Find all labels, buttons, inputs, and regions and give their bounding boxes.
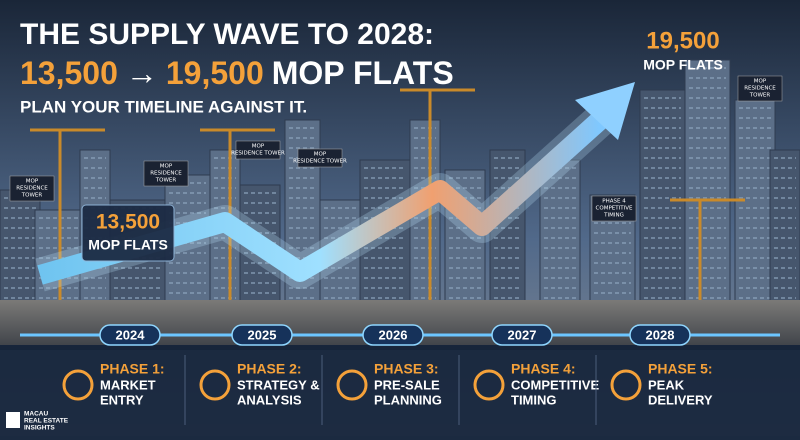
title-line-1: THE SUPPLY WAVE TO 2028: bbox=[20, 18, 434, 51]
phase-name: PLANNING bbox=[374, 392, 442, 407]
year-label: 2027 bbox=[508, 327, 537, 342]
callout-box bbox=[81, 204, 175, 262]
phase-name: MARKET bbox=[100, 377, 156, 392]
phase-icon bbox=[62, 369, 94, 401]
sign-text: COMPETITIVE bbox=[596, 206, 633, 212]
phase-icon bbox=[610, 369, 642, 401]
title-part: → bbox=[126, 55, 158, 91]
title-part: MOP FLATS bbox=[272, 55, 454, 91]
logo-text: REAL ESTATE bbox=[24, 418, 69, 425]
year-pill bbox=[231, 324, 293, 346]
sign-text: TIMING bbox=[603, 213, 624, 219]
building bbox=[489, 149, 526, 311]
sign bbox=[297, 148, 343, 168]
sign-text: MOP bbox=[252, 144, 265, 150]
phase-icon bbox=[473, 369, 505, 401]
sign-text: TOWER bbox=[155, 178, 177, 184]
phase-title: PHASE 2: bbox=[237, 361, 302, 377]
phase-name: ENTRY bbox=[100, 392, 144, 407]
year-label: 2025 bbox=[248, 327, 277, 342]
phase-name: STRATEGY & bbox=[237, 377, 320, 392]
callout-label: MOP FLATS bbox=[88, 237, 168, 253]
phase-title: PHASE 3: bbox=[374, 361, 439, 377]
sign bbox=[143, 160, 189, 187]
year-pill bbox=[99, 324, 161, 346]
sign-text: MOP bbox=[26, 179, 39, 185]
building bbox=[539, 159, 581, 311]
sign-text: MOP bbox=[314, 152, 327, 158]
year-pill bbox=[362, 324, 424, 346]
sign-text: TOWER bbox=[749, 93, 771, 99]
year-pill bbox=[629, 324, 691, 346]
phase-panel bbox=[0, 345, 800, 436]
sign-text: RESIDENCE TOWER bbox=[231, 151, 285, 157]
overlay: THE SUPPLY WAVE TO 2028:13,500 → 19,500 MOP… bbox=[6, 18, 783, 432]
year-label: 2028 bbox=[646, 327, 675, 342]
phase-name: COMPETITIVE bbox=[511, 377, 599, 392]
phase-name: ANALYSIS bbox=[237, 392, 302, 407]
sign bbox=[235, 140, 281, 160]
year-pill bbox=[491, 324, 553, 346]
subtitle: PLAN YOUR TIMELINE AGAINST IT. bbox=[20, 97, 307, 116]
phase-name: PEAK bbox=[648, 377, 685, 392]
sign-text: PHASE 4 bbox=[602, 199, 626, 205]
arrow-head bbox=[575, 82, 635, 140]
year-label: 2026 bbox=[379, 327, 408, 342]
growth-arrow bbox=[37, 112, 607, 285]
sign-text: TOWER bbox=[21, 193, 43, 199]
sign bbox=[9, 175, 55, 202]
phase-title: PHASE 4: bbox=[511, 361, 576, 377]
callout-value: 19,500 bbox=[646, 27, 719, 54]
sign-text: RESIDENCE TOWER bbox=[293, 159, 347, 165]
sign-text: RESIDENCE bbox=[744, 86, 776, 92]
logo-text: MACAU bbox=[24, 411, 48, 418]
sign-text: RESIDENCE bbox=[150, 171, 182, 177]
callout-value: 13,500 bbox=[96, 211, 160, 234]
phase-name: PRE-SALE bbox=[374, 377, 440, 392]
sign-text: MOP bbox=[160, 164, 173, 170]
phase-name: DELIVERY bbox=[648, 392, 713, 407]
phase-title: PHASE 1: bbox=[100, 361, 165, 377]
title-part: 13,500 bbox=[20, 55, 118, 91]
sign bbox=[737, 75, 783, 102]
logo-mark bbox=[6, 412, 20, 428]
title-line-2: 13,500 → 19,500 MOP FLATS bbox=[20, 55, 454, 91]
phase-icon bbox=[199, 369, 231, 401]
phase-name: TIMING bbox=[511, 392, 557, 407]
building bbox=[769, 149, 800, 311]
building bbox=[0, 189, 41, 311]
phase-icon bbox=[336, 369, 368, 401]
year-label: 2024 bbox=[116, 327, 146, 342]
sign bbox=[591, 195, 637, 222]
phase-title: PHASE 5: bbox=[648, 361, 713, 377]
callout-label: MOP FLATS bbox=[643, 57, 723, 73]
title-part: 19,500 bbox=[166, 55, 264, 91]
sign-text: RESIDENCE bbox=[16, 186, 48, 192]
logo-text: INSIGHTS bbox=[24, 425, 55, 432]
sign-text: MOP bbox=[754, 79, 767, 85]
